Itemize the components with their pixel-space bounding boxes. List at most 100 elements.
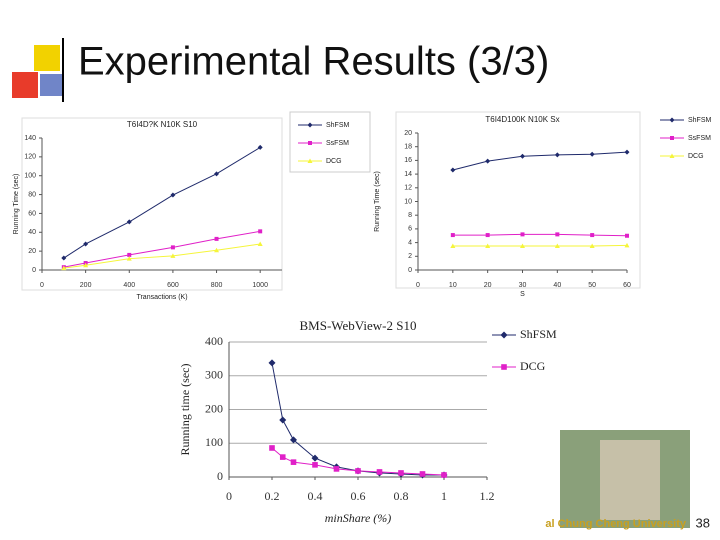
x-tick-label: 30 bbox=[519, 282, 527, 289]
x-tick-label: 0.8 bbox=[394, 489, 409, 503]
legend-marker bbox=[669, 153, 675, 158]
x-tick-label: 200 bbox=[80, 282, 92, 289]
data-point bbox=[450, 167, 456, 173]
plot-frame bbox=[395, 111, 641, 289]
data-point bbox=[269, 445, 275, 451]
deco-square bbox=[40, 74, 62, 96]
x-tick-label: 1.2 bbox=[480, 489, 495, 503]
legend-marker bbox=[307, 158, 313, 163]
data-point bbox=[214, 247, 220, 253]
y-tick-label: 80 bbox=[28, 191, 36, 198]
campus-photo-building bbox=[600, 440, 660, 520]
series-line bbox=[271, 362, 444, 476]
data-point bbox=[83, 241, 89, 247]
data-point bbox=[624, 149, 630, 155]
data-point bbox=[398, 470, 404, 476]
y-tick-label: 300 bbox=[205, 368, 223, 382]
data-point bbox=[554, 243, 560, 249]
plot-frame bbox=[21, 117, 283, 291]
data-point bbox=[485, 233, 490, 238]
data-point bbox=[268, 359, 276, 367]
legend-marker bbox=[669, 117, 675, 123]
data-point bbox=[126, 219, 132, 225]
x-tick-label: 40 bbox=[553, 282, 561, 289]
y-tick-label: 400 bbox=[205, 334, 223, 348]
y-tick-label: 4 bbox=[408, 239, 412, 246]
y-axis-label: Running Time (sec) bbox=[13, 174, 20, 235]
x-tick-label: 600 bbox=[167, 282, 179, 289]
chart-title: BMS-WebView-2 S10 bbox=[300, 318, 417, 333]
data-point bbox=[126, 256, 132, 261]
y-tick-label: 16 bbox=[404, 157, 412, 164]
slide-title: Experimental Results (3/3) bbox=[78, 40, 549, 84]
x-tick-label: 0.6 bbox=[351, 489, 366, 503]
legend-marker bbox=[500, 331, 508, 339]
legend-label: SsFSM bbox=[688, 135, 711, 142]
legend-label: DCG bbox=[688, 153, 704, 160]
data-point bbox=[170, 253, 176, 258]
x-tick-label: 400 bbox=[123, 282, 135, 289]
series-line bbox=[452, 244, 628, 247]
legend-marker bbox=[307, 122, 313, 128]
data-point bbox=[450, 233, 455, 238]
chart-title: T6I4D?K N10K S10 bbox=[127, 120, 198, 129]
y-tick-label: 2 bbox=[408, 253, 412, 260]
x-tick-label: 10 bbox=[449, 282, 457, 289]
y-tick-label: 20 bbox=[28, 248, 36, 255]
data-point bbox=[290, 436, 297, 444]
data-point bbox=[257, 241, 263, 246]
x-tick-label: 0.4 bbox=[308, 489, 323, 503]
x-tick-label: 0.2 bbox=[265, 489, 280, 503]
series-line bbox=[271, 447, 445, 476]
y-tick-label: 40 bbox=[28, 229, 36, 236]
y-tick-label: 18 bbox=[404, 144, 412, 151]
legend-label: ShFSM bbox=[520, 327, 557, 341]
data-point bbox=[61, 265, 67, 271]
data-point bbox=[127, 252, 132, 257]
y-tick-label: 14 bbox=[404, 171, 412, 178]
data-point bbox=[624, 242, 630, 248]
legend-label: ShFSM bbox=[326, 122, 350, 129]
data-point bbox=[589, 151, 595, 157]
data-point bbox=[214, 236, 219, 241]
data-point bbox=[170, 245, 175, 250]
legend-label: ShFSM bbox=[688, 117, 712, 124]
data-point bbox=[441, 472, 447, 478]
data-point bbox=[257, 144, 263, 150]
x-axis-label: minShare (%) bbox=[325, 511, 392, 525]
data-point bbox=[589, 243, 595, 249]
x-tick-label: 20 bbox=[484, 282, 492, 289]
data-point bbox=[258, 229, 263, 234]
data-point bbox=[419, 471, 426, 477]
x-tick-label: 60 bbox=[623, 282, 631, 289]
y-tick-label: 100 bbox=[205, 435, 223, 449]
x-tick-label: 0 bbox=[226, 489, 232, 503]
y-axis-label: Running time (sec) bbox=[178, 364, 192, 456]
data-point bbox=[485, 243, 491, 249]
data-point bbox=[83, 262, 89, 268]
data-point bbox=[554, 152, 560, 158]
data-point bbox=[61, 255, 67, 261]
y-tick-label: 60 bbox=[28, 210, 36, 217]
y-tick-label: 20 bbox=[404, 130, 412, 137]
y-tick-label: 6 bbox=[408, 226, 412, 233]
data-point bbox=[520, 232, 525, 237]
y-tick-label: 200 bbox=[205, 401, 223, 415]
x-tick-label: 1 bbox=[441, 489, 447, 503]
data-point bbox=[520, 243, 525, 249]
x-tick-label: 0 bbox=[416, 282, 420, 289]
deco-square bbox=[34, 45, 60, 71]
y-tick-label: 140 bbox=[24, 135, 36, 142]
data-point bbox=[555, 232, 560, 237]
series-line bbox=[452, 151, 628, 171]
series-line bbox=[452, 233, 628, 237]
data-point bbox=[450, 243, 456, 249]
data-point bbox=[520, 153, 525, 159]
x-tick-label: 800 bbox=[211, 282, 223, 289]
data-point bbox=[485, 158, 491, 164]
legend-box bbox=[289, 111, 371, 173]
series-line bbox=[63, 230, 261, 268]
y-tick-label: 0 bbox=[217, 469, 223, 483]
